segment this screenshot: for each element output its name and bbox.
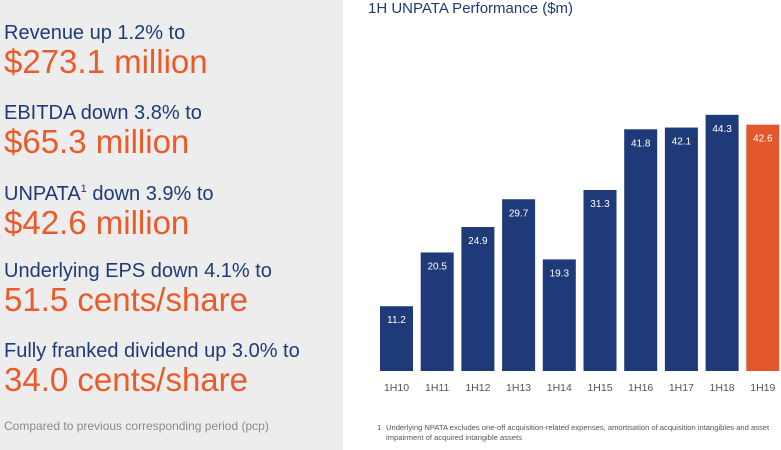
bar-1h10 <box>380 306 413 371</box>
revenue-metric: Revenue up 1.2% to $273.1 million <box>4 22 208 80</box>
ebitda-metric: EBITDA down 3.8% to $65.3 million <box>4 102 202 160</box>
dividend-metric: Fully franked dividend up 3.0% to 34.0 c… <box>4 340 300 398</box>
ebitda-label: EBITDA down 3.8% to <box>4 102 202 124</box>
unpata-definition-footnote: 1 Underlying NPATA excludes one-off acqu… <box>377 423 777 442</box>
tick-label-1h19: 1H19 <box>750 382 775 394</box>
tick-label-1h10: 1H10 <box>384 382 409 394</box>
bar-1h11 <box>420 252 454 371</box>
data-label-1h15: 31.3 <box>590 199 610 210</box>
summary-panel: Revenue up 1.2% to $273.1 million EBITDA… <box>0 0 343 450</box>
unpata-value: $42.6 million <box>4 204 190 241</box>
bar-1h17 <box>664 127 698 371</box>
revenue-label: Revenue up 1.2% to <box>4 22 186 44</box>
unpata-metric: UNPATA1 down 3.9% to $42.6 million <box>4 178 214 241</box>
tick-label-1h17: 1H17 <box>669 382 694 394</box>
bar-1h14 <box>542 259 576 371</box>
revenue-value: $273.1 million <box>4 43 208 80</box>
pcp-footnote: Compared to previous corresponding perio… <box>4 419 269 433</box>
dividend-label: Fully franked dividend up 3.0% to <box>4 340 300 362</box>
bar-1h13 <box>502 199 536 371</box>
unpata-footnote-marker: 1 <box>80 183 87 195</box>
tick-label-1h18: 1H18 <box>710 382 735 394</box>
data-label-1h14: 19.3 <box>550 268 570 279</box>
unpata-label: UNPATA1 down 3.9% to <box>4 178 214 205</box>
tick-label-1h12: 1H12 <box>465 382 490 394</box>
footnote-text: Underlying NPATA excludes one-off acquis… <box>386 423 770 442</box>
data-label-1h13: 29.7 <box>509 208 529 219</box>
dividend-value: 34.0 cents/share <box>4 361 248 398</box>
chart-title: 1H UNPATA Performance ($m) <box>368 0 574 17</box>
eps-value: 51.5 cents/share <box>4 281 248 318</box>
tick-label-1h15: 1H15 <box>587 382 612 394</box>
unpata-label-suffix: down 3.9% to <box>86 183 214 205</box>
tick-label-1h16: 1H16 <box>628 382 653 394</box>
data-label-1h18: 44.3 <box>712 124 732 135</box>
bar-1h12 <box>461 227 495 371</box>
eps-label: Underlying EPS down 4.1% to <box>4 260 272 282</box>
data-label-1h11: 20.5 <box>427 261 447 272</box>
tick-label-1h11: 1H11 <box>425 382 449 394</box>
data-label-1h10: 11.2 <box>387 315 406 326</box>
data-label-1h12: 24.9 <box>468 236 488 247</box>
bar-1h16 <box>624 129 658 371</box>
data-label-1h16: 41.8 <box>631 138 651 149</box>
eps-metric: Underlying EPS down 4.1% to 51.5 cents/s… <box>4 260 272 318</box>
unpata-label-prefix: UNPATA <box>4 183 81 205</box>
footnote-number: 1 <box>377 423 382 432</box>
unpata-bar-chart: 11.2 1H10 20.5 1H11 24.9 1H12 29.7 1H13 19.3 1H14… <box>380 114 780 394</box>
bar-1h19 <box>746 124 780 372</box>
data-label-1h19: 42.6 <box>753 134 773 145</box>
bar-1h18 <box>705 114 739 371</box>
data-label-1h17: 42.1 <box>672 137 692 148</box>
tick-label-1h14: 1H14 <box>547 382 572 394</box>
tick-label-1h13: 1H13 <box>506 382 531 394</box>
ebitda-value: $65.3 million <box>4 123 190 160</box>
bar-1h15 <box>583 190 617 371</box>
